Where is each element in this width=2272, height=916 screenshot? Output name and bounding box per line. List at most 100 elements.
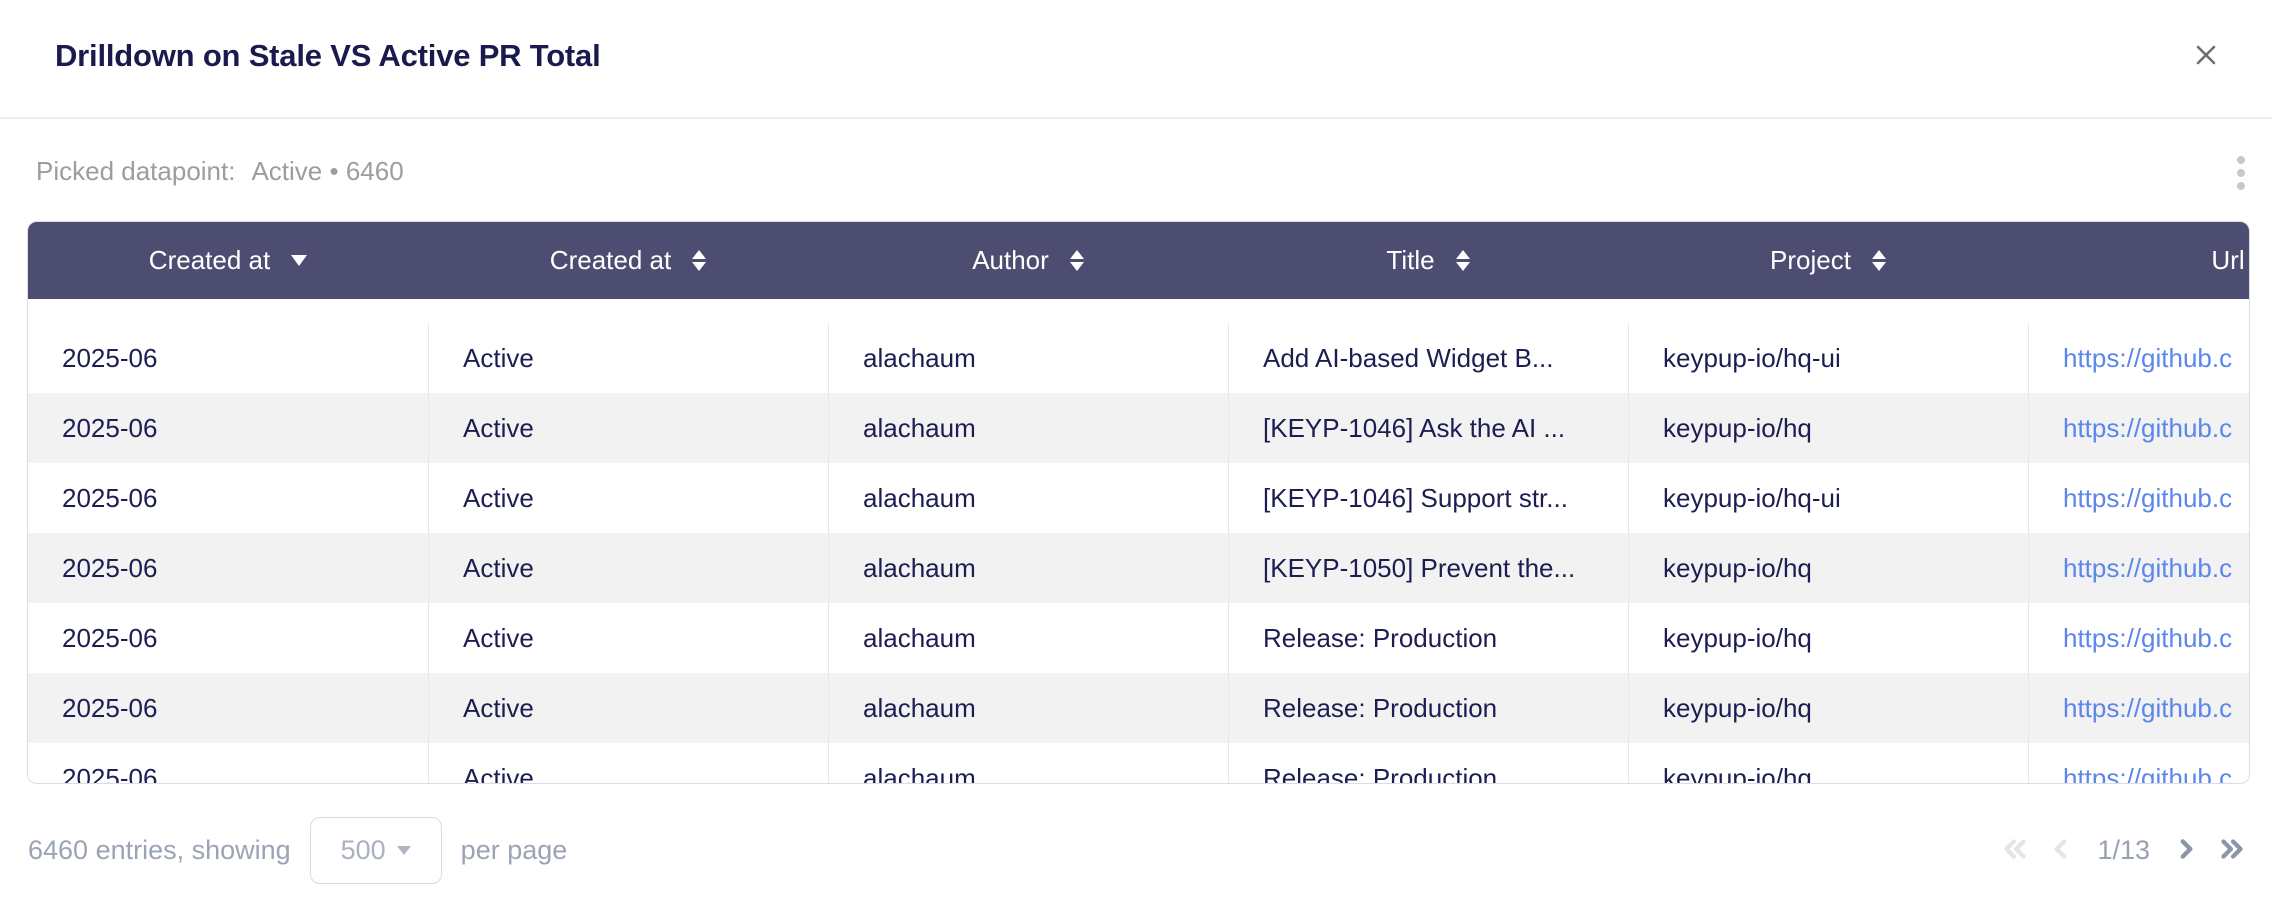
sort-both-icon [1871,250,1886,271]
pr-link[interactable]: https://github.c [2063,762,2233,784]
per-page-select[interactable]: 500 [309,816,442,884]
table-footer: 6460 entries, showing 500 per page [0,808,2272,892]
entries-summary: 6460 entries, showing 500 per page [28,816,568,884]
table-row: 2025-06 Active alachaum [KEYP-1046] Ask … [28,393,2249,463]
cell-created-at-month: 2025-06 [62,622,158,653]
table-body: 2025-06 Active alachaum Add AI-based Wid… [28,299,2249,784]
cell-project: keypup-io/hq-ui [1628,323,2028,393]
column-header-created-at-month[interactable]: Created at [28,222,428,299]
previous-page-button[interactable] [2043,832,2079,868]
cell-created-at-month: 2025-06 [62,762,158,784]
cell-created-at-month: 2025-06 [62,342,158,373]
pr-link[interactable]: https://github.c [2063,482,2233,513]
column-header-label: Author [972,245,1049,275]
cell-status: Active [428,533,828,603]
page-indicator: 1/13 [2097,834,2150,865]
page-title: Drilldown on Stale VS Active PR Total [55,38,601,73]
sort-both-icon [1069,250,1084,271]
pr-link[interactable]: https://github.c [2063,622,2233,653]
close-button[interactable] [2186,36,2226,76]
double-chevron-left-icon [2000,836,2030,865]
first-page-button[interactable] [1997,832,2033,868]
cell-project: keypup-io/hq [1628,533,2028,603]
cell-created-at-month: 2025-06 [62,482,158,513]
pr-link[interactable]: https://github.c [2063,552,2233,583]
table-row: 2025-06 Active alachaum Release: Product… [28,743,2249,784]
cell-status: Active [428,463,828,533]
cell-title: [KEYP-1050] Prevent the... [1228,533,1628,603]
per-page-suffix: per page [460,834,568,865]
cell-url: https://github.c [2028,603,2249,673]
table-row: 2025-06 Active alachaum Release: Product… [28,603,2249,673]
sort-both-icon [1455,250,1470,271]
cell-url: https://github.c [2028,323,2249,393]
cell-project: keypup-io/hq [1628,743,2028,783]
chevron-right-icon [2173,836,2199,865]
cell-url: https://github.c [2028,743,2249,784]
pr-link[interactable]: https://github.c [2063,692,2233,723]
cell-author: alachaum [828,603,1228,673]
column-header-label: Created at [549,245,672,275]
column-header-author[interactable]: Author [828,222,1228,299]
table-header-row: Created at Created at Author Title Proje… [28,222,2249,299]
next-page-button[interactable] [2168,832,2204,868]
table-row: 2025-06 Active alachaum [KEYP-1050] Prev… [28,533,2249,603]
pagination: 1/13 [1997,808,2250,892]
close-icon [2190,39,2222,74]
column-header-url[interactable]: Url [2028,222,2249,299]
cell-project: keypup-io/hq [1628,603,2028,673]
picked-datapoint-value: Active • 6460 [251,156,404,186]
chevron-down-icon [396,845,411,855]
cell-project: keypup-io/hq-ui [1628,463,2028,533]
drilldown-table: Created at Created at Author Title Proje… [27,221,2250,784]
column-header-label: Url [2211,245,2245,275]
picked-datapoint-label: Picked datapoint: [36,156,236,186]
column-header-label: Project [1770,245,1851,275]
cell-title: Release: Production [1228,743,1628,783]
table-row: 2025-06 Active alachaum Release: Product… [28,673,2249,743]
cell-author: alachaum [828,743,1228,783]
sort-desc-icon [291,255,308,266]
column-header-label: Title [1386,245,1435,275]
column-header-project[interactable]: Project [1628,222,2028,299]
chevron-left-icon [2048,836,2074,865]
cell-title: Release: Production [1228,673,1628,743]
per-page-value: 500 [340,834,386,865]
cell-status: Active [428,743,828,783]
cell-status: Active [428,673,828,743]
cell-status: Active [428,393,828,463]
column-header-label: Created at [148,245,271,275]
double-chevron-right-icon [2217,836,2247,865]
cell-url: https://github.c [2028,393,2249,463]
table-row: 2025-06 Active alachaum [KEYP-1046] Supp… [28,463,2249,533]
cell-author: alachaum [828,323,1228,393]
cell-title: Add AI-based Widget B... [1228,323,1628,393]
cell-author: alachaum [828,673,1228,743]
cell-author: alachaum [828,463,1228,533]
cell-status: Active [428,323,828,393]
cell-url: https://github.c [2028,533,2249,603]
cell-project: keypup-io/hq [1628,393,2028,463]
cell-created-at-month: 2025-06 [62,692,158,723]
column-header-title[interactable]: Title [1228,222,1628,299]
cell-title: [KEYP-1046] Support str... [1228,463,1628,533]
cell-author: alachaum [828,393,1228,463]
pr-link[interactable]: https://github.c [2063,342,2233,373]
column-header-created-at[interactable]: Created at [428,222,828,299]
cell-title: [KEYP-1046] Ask the AI ... [1228,393,1628,463]
sort-both-icon [692,250,707,271]
table-row: 2025-06 Active alachaum Add AI-based Wid… [28,323,2249,393]
cell-url: https://github.c [2028,673,2249,743]
picked-datapoint: Picked datapoint: Active • 6460 [36,156,404,187]
pr-link[interactable]: https://github.c [2063,412,2233,443]
cell-url: https://github.c [2028,463,2249,533]
cell-project: keypup-io/hq [1628,673,2028,743]
cell-created-at-month: 2025-06 [62,552,158,583]
last-page-button[interactable] [2214,832,2250,868]
kebab-menu-icon[interactable] [2231,153,2251,193]
cell-title: Release: Production [1228,603,1628,673]
entries-count-text: 6460 entries, showing [28,834,291,865]
cell-created-at-month: 2025-06 [62,412,158,443]
modal-title-bar: Drilldown on Stale VS Active PR Total [0,0,2272,119]
